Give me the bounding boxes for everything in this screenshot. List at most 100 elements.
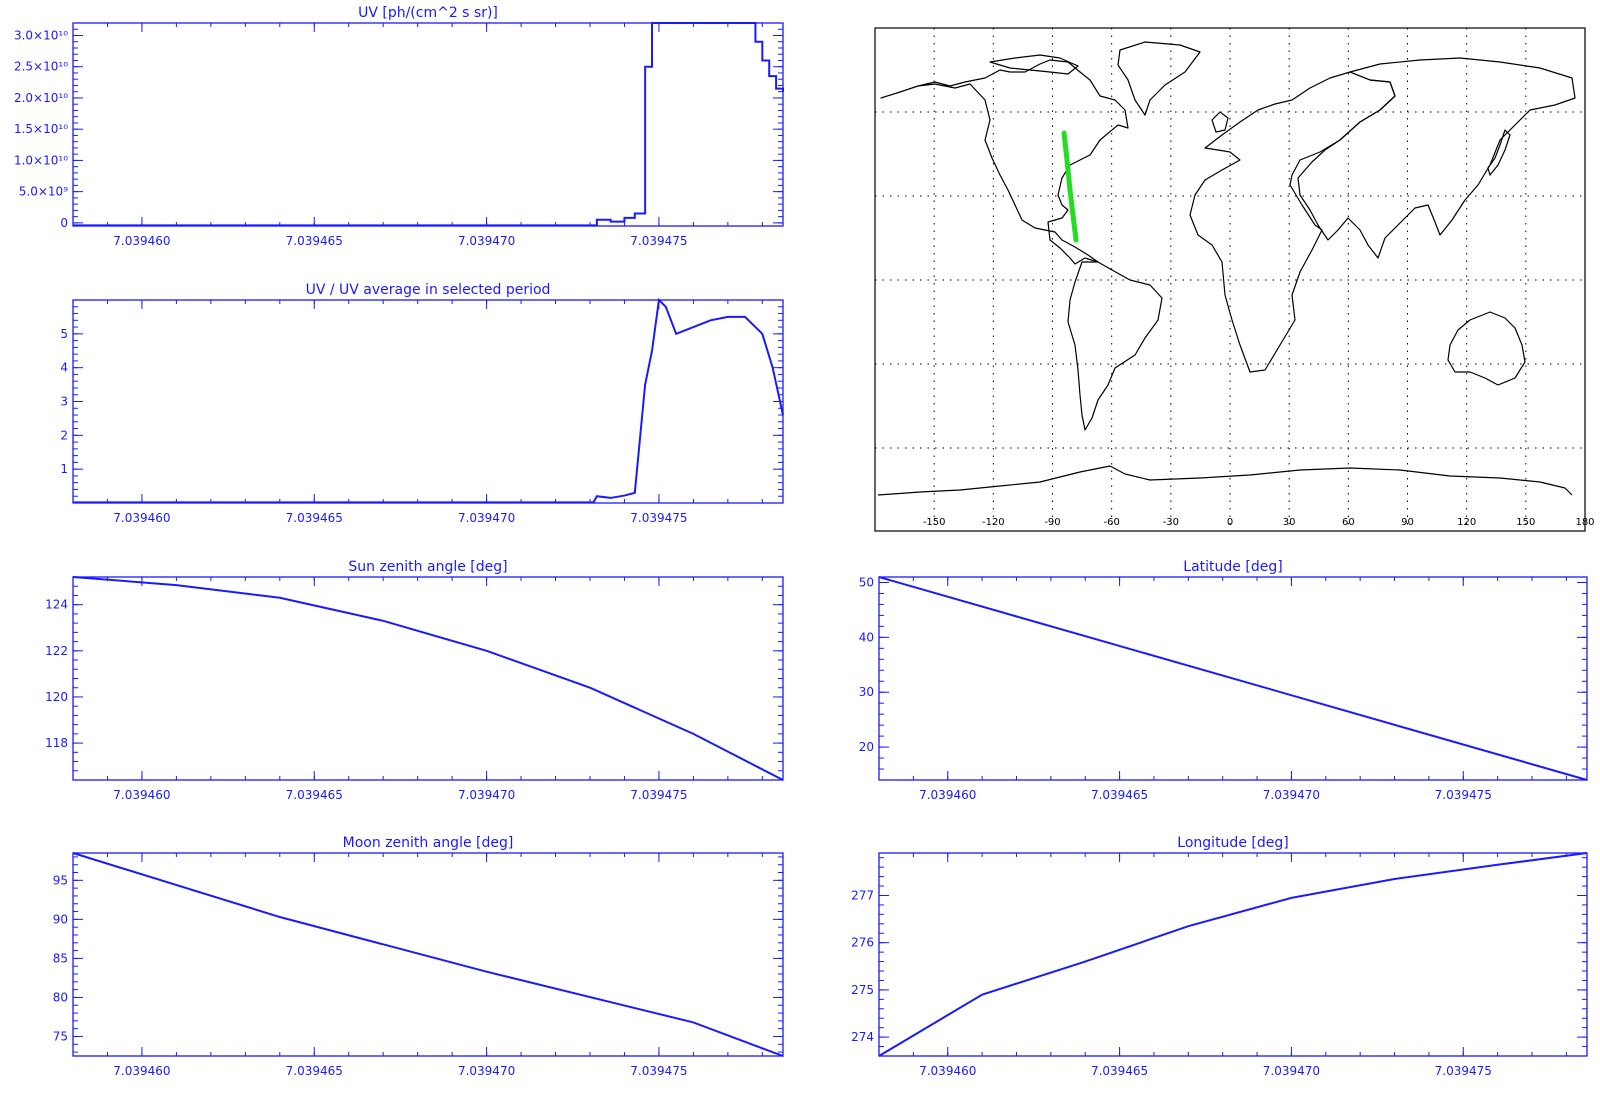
longitude-tick-label: 90 [1401,517,1414,528]
longitude-tick-label: 120 [1457,517,1476,528]
y-tick-label: 3 [60,395,68,409]
x-tick-label: 7.039465 [286,234,343,248]
asia-coast [1297,57,1576,259]
longitude-tick-label: 180 [1575,517,1594,528]
longitude-tick-label: -150 [923,517,946,528]
y-tick-label: 0 [60,216,68,230]
chart-title: UV [ph/(cm^2 s sr)] [358,5,498,21]
chart-title: Latitude [deg] [1183,559,1282,575]
x-tick-label: 7.039470 [458,788,515,802]
x-tick-label: 7.039475 [630,788,687,802]
y-tick-label: 118 [45,736,68,750]
moon-zenith-chart: Moon zenith angle [deg] 7.039460 7.039465 7… [53,835,784,1078]
plot-frame [72,22,784,227]
y-tick-label: 50 [859,575,874,589]
x-tick-label: 7.039470 [1263,1064,1320,1078]
x-tick-label: 7.039475 [1435,1064,1492,1078]
x-tick-label: 7.039465 [1091,788,1148,802]
plot-frame [72,299,784,504]
x-tick-label: 7.039465 [286,1064,343,1078]
y-tick-label: 120 [45,690,68,704]
y-tick-label: 85 [53,951,68,965]
y-tick-label: 275 [851,983,874,997]
longitude-tick-label: 150 [1516,517,1535,528]
longitude-tick-label: -90 [1044,517,1060,528]
y-tick-label: 30 [859,685,874,699]
x-tick-label: 7.039470 [458,511,515,525]
x-tick-label: 7.039460 [113,511,170,525]
y-tick-label: 276 [851,936,874,950]
y-tick-label: 274 [851,1030,874,1044]
australia-coast [1447,311,1526,386]
plot-frame [72,852,784,1057]
x-tick-label: 7.039470 [458,234,515,248]
y-tick-label: 2.5×10¹⁰ [14,60,68,74]
y-tick-label: 40 [859,630,874,644]
y-tick-label: 4 [60,361,68,375]
y-tick-label: 3.0×10¹⁰ [14,28,68,42]
x-tick-label: 7.039460 [113,1064,170,1078]
y-tick-label: 1 [60,462,68,476]
y-tick-label: 5 [60,327,68,341]
x-tick-label: 7.039475 [630,234,687,248]
x-tick-label: 7.039475 [630,511,687,525]
longitude-tick-labels: -150 -120 -90 -60 -30 0 30 60 90 120 150 180 [923,517,1595,528]
y-tick-label: 20 [859,740,874,754]
y-tick-label: 80 [53,990,68,1004]
x-tick-label: 7.039460 [919,1064,976,1078]
antarctica-coast [877,465,1573,496]
sun-zenith-chart: Sun zenith angle [deg] 7.039460 7.039465 7.… [45,559,784,802]
y-tick-label: 1.0×10¹⁰ [14,153,68,167]
latitude-chart: Latitude [deg] 7.039460 7.039465 7.039470 7.… [859,559,1588,802]
x-tick-label: 7.039475 [630,1064,687,1078]
chart-title: Sun zenith angle [deg] [348,559,507,575]
japan-coast [1487,129,1511,176]
south-america-coast [1067,261,1163,431]
longitude-tick-label: -30 [1163,517,1179,528]
y-tick-label: 90 [53,912,68,926]
y-tick-label: 95 [53,873,68,887]
map-grid [875,28,1585,531]
longitude-tick-label: 30 [1283,517,1296,528]
longitude-tick-label: -120 [982,517,1005,528]
longitude-tick-label: 60 [1342,517,1355,528]
data-line [878,852,1588,1057]
longitude-chart: Longitude [deg] 7.039460 7.039465 7.039470 7… [851,835,1588,1078]
data-line [878,576,1588,781]
chart-title: Longitude [deg] [1177,835,1288,851]
y-tick-label: 2.0×10¹⁰ [14,91,68,105]
x-tick-label: 7.039460 [113,234,170,248]
y-tick-label: 2 [60,428,68,442]
world-map: -150 -120 -90 -60 -30 0 30 60 90 120 150 180 [874,27,1595,532]
chart-title: UV / UV average in selected period [306,282,551,298]
x-tick-label: 7.039460 [919,788,976,802]
y-tick-label: 1.5×10¹⁰ [14,122,68,136]
y-tick-label: 124 [45,598,68,612]
y-tick-label: 75 [53,1029,68,1043]
chart-title: Moon zenith angle [deg] [343,835,514,851]
y-tick-label: 277 [851,888,874,902]
plot-frame [878,852,1588,1057]
x-tick-label: 7.039465 [286,511,343,525]
uv-ratio-chart: UV / UV average in selected period 7.0394… [60,282,784,525]
data-line [72,576,784,781]
data-line [72,852,784,1057]
greenland-coast [1117,41,1201,116]
y-tick-label: 122 [45,644,68,658]
longitude-tick-label: 0 [1227,517,1233,528]
x-tick-label: 7.039470 [458,1064,515,1078]
x-tick-label: 7.039470 [1263,788,1320,802]
north-america-coast [880,59,1129,265]
data-line [73,22,784,227]
x-tick-label: 7.039465 [286,788,343,802]
europe-africa-coast [1189,71,1396,373]
satellite-track [1061,130,1079,243]
y-tick-label: 5.0×10⁹ [19,185,68,199]
arctic-islands [989,54,1079,75]
plot-frame [72,576,784,781]
plot-frame [878,576,1588,781]
longitude-tick-label: -60 [1103,517,1119,528]
british-isles-coast [1211,111,1229,133]
x-tick-label: 7.039465 [1091,1064,1148,1078]
